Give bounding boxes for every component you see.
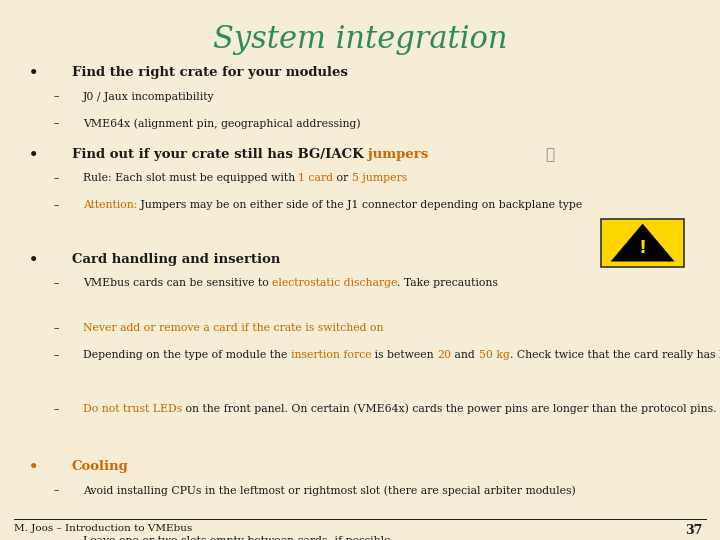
Text: 1 card: 1 card (298, 173, 333, 184)
Text: Find the right crate for your modules: Find the right crate for your modules (72, 66, 348, 79)
Text: Avoid installing CPUs in the leftmost or rightmost slot (there are special arbit: Avoid installing CPUs in the leftmost or… (83, 485, 575, 496)
Text: •: • (29, 460, 38, 474)
FancyBboxPatch shape (601, 219, 684, 267)
Text: electrostatic discharge: electrostatic discharge (272, 278, 397, 288)
Text: –: – (54, 350, 60, 360)
Text: Do not trust LEDs: Do not trust LEDs (83, 404, 182, 414)
Text: VME64x (alignment pin, geographical addressing): VME64x (alignment pin, geographical addr… (83, 119, 361, 129)
Text: VMEbus cards can be sensitive to: VMEbus cards can be sensitive to (83, 278, 272, 288)
Text: Leave one or two slots empty between cards, if possible: Leave one or two slots empty between car… (83, 536, 390, 540)
Text: on the front panel. On certain (VME64x) cards the power pins are longer than the: on the front panel. On certain (VME64x) … (182, 404, 716, 414)
Text: 37: 37 (685, 524, 702, 537)
Text: 5 jumpers: 5 jumpers (352, 173, 408, 184)
Text: Never add or remove a card if the crate is switched on: Never add or remove a card if the crate … (83, 323, 383, 333)
Text: –: – (54, 278, 60, 288)
Text: Card handling and insertion: Card handling and insertion (72, 253, 280, 266)
Text: Depending on the type of module the: Depending on the type of module the (83, 350, 291, 360)
Text: J0 / Jaux incompatibility: J0 / Jaux incompatibility (83, 92, 215, 102)
Text: Jumpers may be on either side of the J1 connector depending on backplane type: Jumpers may be on either side of the J1 … (138, 200, 582, 211)
Text: 20: 20 (438, 350, 451, 360)
Text: !: ! (639, 239, 647, 257)
Text: •: • (29, 253, 38, 267)
Text: Cooling: Cooling (72, 460, 129, 473)
Text: insertion force: insertion force (291, 350, 372, 360)
Polygon shape (610, 223, 675, 262)
Text: . Take precautions: . Take precautions (397, 278, 498, 288)
Text: •: • (29, 66, 38, 80)
Text: –: – (54, 92, 60, 102)
Text: is between: is between (372, 350, 438, 360)
Text: –: – (54, 485, 60, 496)
Text: –: – (54, 119, 60, 129)
Text: System integration: System integration (212, 24, 508, 55)
Text: Attention:: Attention: (83, 200, 138, 211)
Text: Rule: Each slot must be equipped with: Rule: Each slot must be equipped with (83, 173, 298, 184)
Text: ⓘ: ⓘ (545, 147, 554, 163)
Text: •: • (29, 148, 38, 161)
Text: –: – (54, 536, 60, 540)
Text: –: – (54, 323, 60, 333)
Text: Find out if your crate still has BG/IACK: Find out if your crate still has BG/IACK (72, 148, 369, 161)
Text: –: – (54, 173, 60, 184)
Text: –: – (54, 200, 60, 211)
Text: or: or (333, 173, 352, 184)
Text: jumpers: jumpers (369, 148, 428, 161)
Text: and: and (451, 350, 479, 360)
Text: . Check twice that the card really has been inserted properly!!: . Check twice that the card really has b… (510, 350, 720, 360)
Text: 50 kg: 50 kg (479, 350, 510, 360)
Text: –: – (54, 404, 60, 414)
Text: M. Joos – Introduction to VMEbus: M. Joos – Introduction to VMEbus (14, 524, 193, 533)
